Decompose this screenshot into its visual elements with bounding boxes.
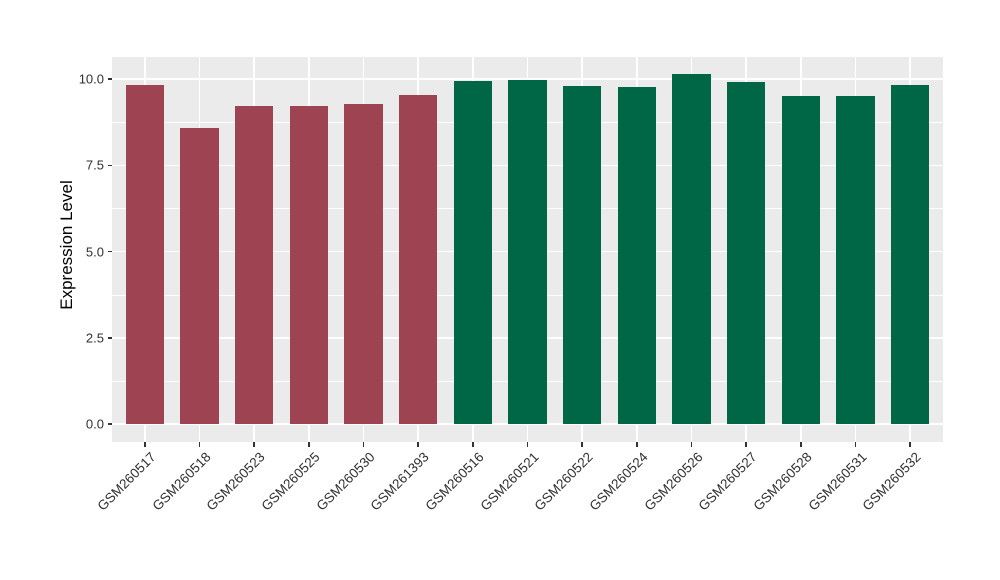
y-tick-label-5.0: 5.0 bbox=[85, 244, 104, 259]
x-tick bbox=[417, 442, 419, 447]
x-tick bbox=[854, 442, 857, 447]
x-tick bbox=[308, 442, 310, 447]
x-tick bbox=[690, 442, 693, 447]
y-tick-label-10.0: 10.0 bbox=[78, 71, 104, 87]
bar-GSM260531 bbox=[836, 95, 875, 424]
bar-GSM260516 bbox=[453, 81, 492, 424]
x-tick bbox=[745, 442, 747, 447]
x-tick bbox=[253, 442, 255, 447]
y-tick bbox=[107, 250, 112, 253]
x-tick bbox=[526, 442, 529, 447]
y-tick bbox=[107, 423, 112, 425]
bar-GSM260527 bbox=[727, 81, 766, 424]
y-tick-label-7.5: 7.5 bbox=[85, 157, 104, 173]
x-tick bbox=[800, 442, 802, 447]
bar-GSM260522 bbox=[563, 86, 602, 424]
y-tick bbox=[107, 78, 112, 80]
x-tick-label-GSM260516: GSM260516 bbox=[422, 449, 487, 514]
bar-GSM260517 bbox=[125, 84, 164, 424]
y-tick bbox=[107, 164, 112, 166]
x-tick-label-GSM260524: GSM260524 bbox=[586, 449, 651, 514]
y-tick-label-2.5: 2.5 bbox=[85, 330, 104, 346]
y-tick-label-0.0: 0.0 bbox=[85, 416, 104, 432]
x-tick bbox=[362, 442, 365, 447]
bar-GSM260530 bbox=[344, 103, 383, 424]
bar-GSM260523 bbox=[235, 105, 274, 424]
x-tick-label-GSM260517: GSM260517 bbox=[94, 449, 159, 514]
bar-GSM260518 bbox=[180, 128, 219, 424]
x-tick bbox=[581, 442, 583, 447]
x-tick-label-GSM260528: GSM260528 bbox=[750, 449, 815, 514]
bar-GSM261393 bbox=[399, 94, 438, 424]
x-tick bbox=[909, 442, 911, 447]
bar-GSM260526 bbox=[672, 74, 711, 424]
x-tick-label-GSM260525: GSM260525 bbox=[258, 449, 323, 514]
x-tick bbox=[636, 442, 638, 447]
x-tick bbox=[472, 442, 474, 447]
x-tick bbox=[144, 442, 146, 447]
bar-GSM260524 bbox=[617, 87, 656, 424]
plot-panel bbox=[112, 57, 943, 442]
bar-GSM260525 bbox=[289, 105, 328, 424]
bar-GSM260532 bbox=[891, 84, 930, 424]
y-tick bbox=[107, 337, 112, 339]
bar-GSM260521 bbox=[508, 80, 547, 424]
x-tick bbox=[198, 442, 201, 447]
bar-GSM260528 bbox=[781, 95, 820, 424]
